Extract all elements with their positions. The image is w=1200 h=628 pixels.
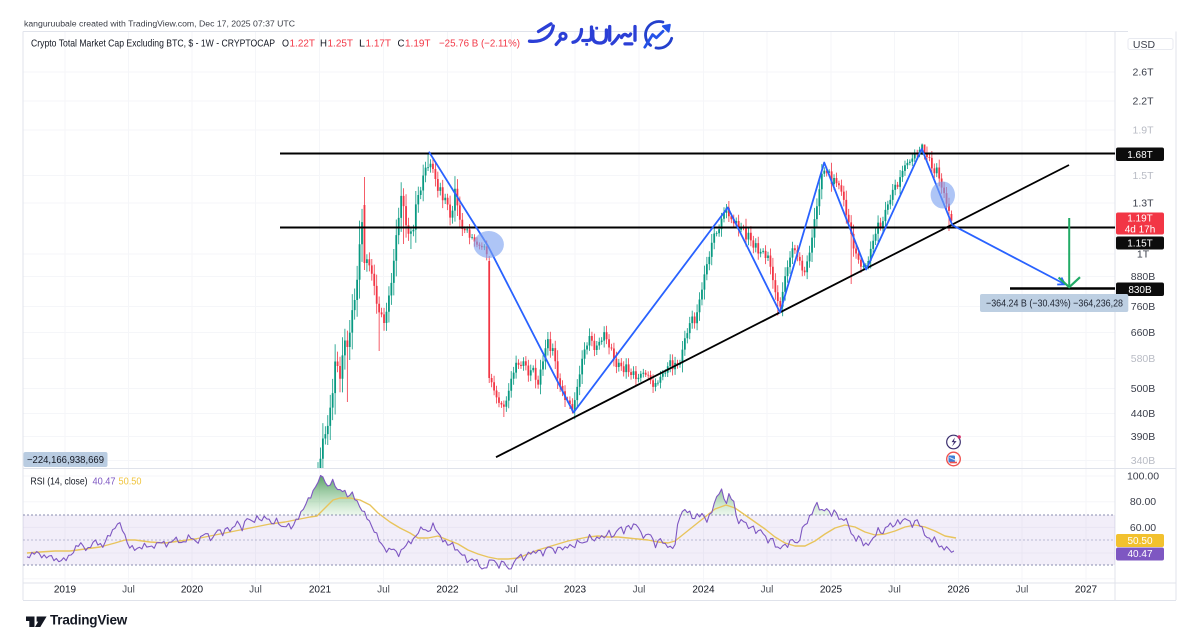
svg-text:340B: 340B xyxy=(1131,455,1156,467)
svg-text:40.47: 40.47 xyxy=(1127,549,1152,560)
svg-text:USD: USD xyxy=(1133,39,1156,51)
svg-text:2.6T: 2.6T xyxy=(1132,67,1154,79)
svg-text:100.00: 100.00 xyxy=(1127,471,1159,483)
svg-text:390B: 390B xyxy=(1131,431,1156,443)
svg-text:1.25T: 1.25T xyxy=(328,38,354,50)
svg-text:50.50: 50.50 xyxy=(119,477,142,488)
svg-text:2021: 2021 xyxy=(309,585,332,596)
svg-text:1.3T: 1.3T xyxy=(1132,198,1154,210)
svg-text:1.17T: 1.17T xyxy=(366,38,392,50)
svg-text:2024: 2024 xyxy=(692,585,715,596)
svg-text:1.68T: 1.68T xyxy=(1127,150,1153,161)
svg-text:660B: 660B xyxy=(1131,327,1156,339)
svg-text:880B: 880B xyxy=(1131,271,1156,283)
svg-text:80.00: 80.00 xyxy=(1130,496,1156,508)
svg-text:440B: 440B xyxy=(1131,408,1156,420)
svg-text:60.00: 60.00 xyxy=(1130,522,1156,534)
svg-text:Jul: Jul xyxy=(377,585,390,596)
svg-text:2022: 2022 xyxy=(436,585,459,596)
svg-text:1.19T: 1.19T xyxy=(405,38,431,50)
svg-text:Jul: Jul xyxy=(249,585,262,596)
svg-text:50.50: 50.50 xyxy=(1127,536,1152,547)
svg-text:2027: 2027 xyxy=(1075,585,1098,596)
svg-text:2.2T: 2.2T xyxy=(1132,96,1154,108)
svg-text:580B: 580B xyxy=(1131,353,1156,365)
svg-text:40.47: 40.47 xyxy=(93,477,116,488)
svg-text:760B: 760B xyxy=(1131,301,1156,313)
svg-text:kanguruubale created with Trad: kanguruubale created with TradingView.co… xyxy=(24,20,295,29)
svg-text:Jul: Jul xyxy=(633,585,646,596)
svg-text:Jul: Jul xyxy=(888,585,901,596)
svg-text:2023: 2023 xyxy=(564,585,587,596)
svg-text:1.15T: 1.15T xyxy=(1127,239,1153,250)
svg-text:C: C xyxy=(398,38,405,50)
svg-text:500B: 500B xyxy=(1131,383,1156,395)
svg-text:2025: 2025 xyxy=(820,585,843,596)
svg-text:2026: 2026 xyxy=(947,585,970,596)
svg-text:H: H xyxy=(320,38,327,50)
svg-text:Jul: Jul xyxy=(505,585,518,596)
svg-text:2020: 2020 xyxy=(181,585,204,596)
svg-text:Jul: Jul xyxy=(761,585,774,596)
svg-text:4d 17h: 4d 17h xyxy=(1125,225,1156,236)
svg-text:2019: 2019 xyxy=(54,585,77,596)
svg-text:O: O xyxy=(282,38,289,50)
svg-text:TradingView: TradingView xyxy=(50,613,128,628)
svg-text:830B: 830B xyxy=(1128,285,1152,296)
svg-text:Crypto Total Market Cap Exclud: Crypto Total Market Cap Excluding BTC, $… xyxy=(31,38,275,50)
svg-text:−364.24 B (−30.43%) −364,236,2: −364.24 B (−30.43%) −364,236,28 xyxy=(986,299,1123,310)
svg-text:Jul: Jul xyxy=(122,585,135,596)
svg-text:1.22T: 1.22T xyxy=(290,38,316,50)
svg-text:RSI (14, close): RSI (14, close) xyxy=(31,477,88,488)
svg-text:1.19T: 1.19T xyxy=(1127,214,1153,225)
svg-text:1T: 1T xyxy=(1137,249,1150,261)
svg-text:1.5T: 1.5T xyxy=(1132,170,1154,182)
svg-text:L: L xyxy=(359,38,365,50)
svg-text:Jul: Jul xyxy=(1016,585,1029,596)
svg-text:1.9T: 1.9T xyxy=(1132,125,1154,137)
svg-text:−224,166,938,669: −224,166,938,669 xyxy=(27,455,104,466)
svg-text:−25.76 B (−2.11%): −25.76 B (−2.11%) xyxy=(439,38,520,50)
